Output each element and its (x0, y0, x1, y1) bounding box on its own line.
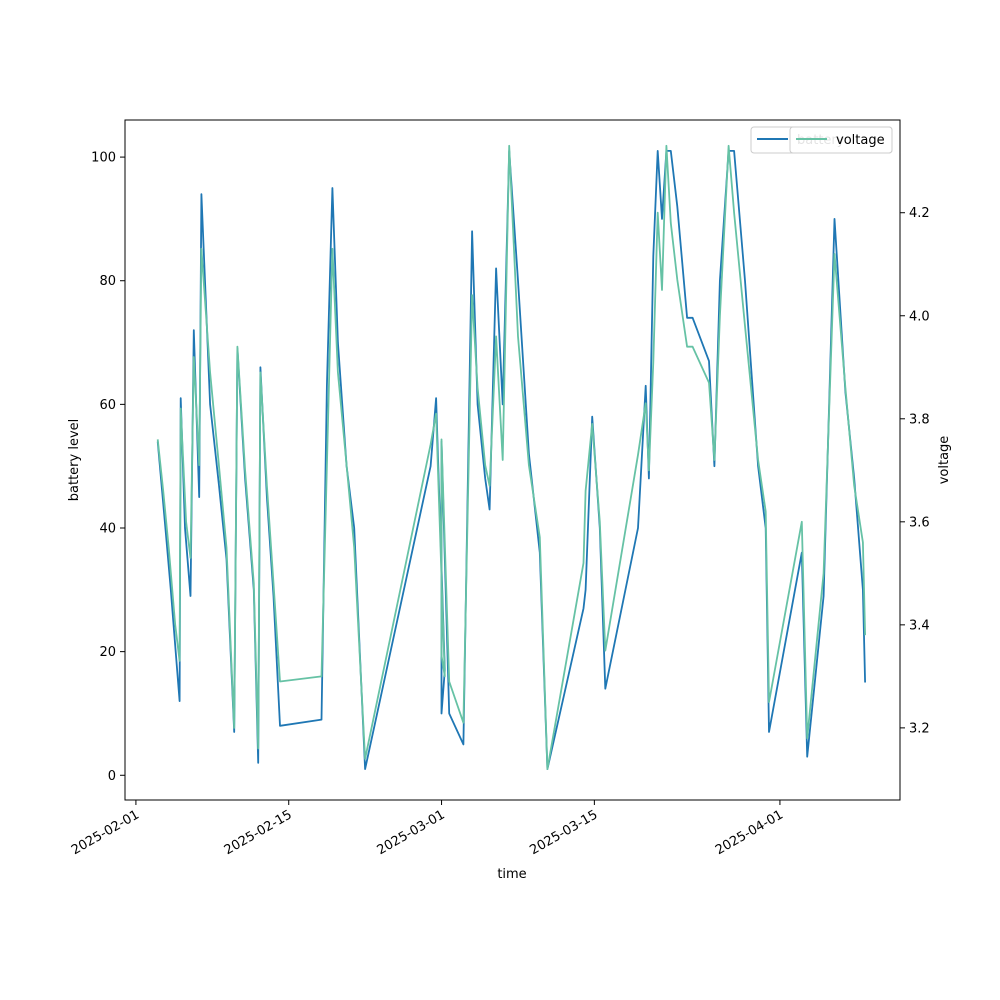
y2-tick-label: 3.8 (909, 412, 930, 427)
y2-tick-label: 3.2 (909, 721, 930, 736)
y-tick-label: 40 (99, 522, 116, 537)
y2-tick-label: 3.6 (909, 515, 930, 530)
y2-axis-label: voltage (937, 436, 952, 485)
y-tick-label: 100 (91, 151, 116, 166)
legend-voltage: voltage (789, 126, 893, 154)
y-tick-label: 20 (99, 645, 116, 660)
y-tick-label: 0 (108, 769, 116, 784)
y-axis-label: battery level (67, 419, 82, 502)
y2-tick-label: 4.2 (909, 206, 930, 221)
x-axis-label: time (497, 867, 526, 882)
series-line-voltage (156, 144, 866, 770)
y-axis-right: 3.2 3.4 3.6 3.8 4.0 4.2 (900, 206, 930, 736)
y-tick-label: 60 (99, 398, 116, 413)
legend-label-voltage: voltage (836, 133, 885, 148)
y-tick-label: 80 (99, 274, 116, 289)
plot-frame (124, 119, 901, 801)
y2-tick-label: 3.4 (909, 618, 930, 633)
legend-box-voltage (789, 126, 893, 154)
series-layer (156, 144, 866, 770)
y2-tick-label: 4.0 (909, 309, 930, 324)
y-axis-left: 0 20 40 60 80 100 (91, 151, 125, 784)
